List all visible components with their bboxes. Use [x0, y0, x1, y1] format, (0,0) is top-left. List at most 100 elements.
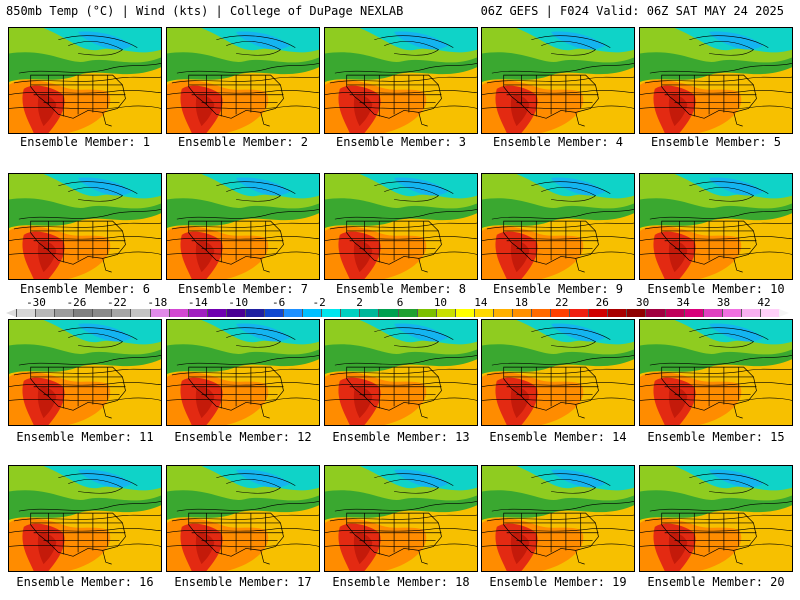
- ensemble-member-label: Ensemble Member: 11: [16, 430, 154, 444]
- colorbar-cell: [492, 309, 513, 317]
- colorbar-cell: [645, 309, 666, 317]
- ensemble-member-label: Ensemble Member: 10: [647, 282, 785, 296]
- colorbar-cell: [683, 309, 704, 317]
- ensemble-member-label: Ensemble Member: 9: [492, 282, 624, 296]
- colorbar-cell: [531, 309, 552, 317]
- colorbar-tick-label: 34: [676, 296, 690, 309]
- colorbar-tick-label: -22: [106, 296, 127, 309]
- colorbar-cell: [206, 309, 227, 317]
- ensemble-member-label: Ensemble Member: 19: [489, 575, 627, 589]
- colorbar-cell: [283, 309, 304, 317]
- colorbar-cell: [473, 309, 494, 317]
- colorbar-tick-label: 38: [716, 296, 731, 309]
- colorbar-cell: [92, 309, 113, 317]
- colorbar-tick-label: 2: [356, 296, 363, 309]
- ensemble-member-map: [639, 173, 793, 280]
- ensemble-member-label: Ensemble Member: 8: [335, 282, 467, 296]
- colorbar-cell: [416, 309, 437, 317]
- colorbar-cell: [721, 309, 742, 317]
- ensemble-member-map: [324, 319, 478, 426]
- colorbar-tick-label: -14: [187, 296, 208, 309]
- ensemble-member-map: [639, 319, 793, 426]
- ensemble-member-map: [166, 173, 320, 280]
- colorbar-cell: [664, 309, 685, 317]
- colorbar-strip: [16, 309, 780, 317]
- ensemble-member-map: [481, 173, 635, 280]
- ensemble-member-label: Ensemble Member: 15: [647, 430, 785, 444]
- colorbar-tick-label: -26: [66, 296, 87, 309]
- ensemble-member-map: [639, 465, 793, 572]
- colorbar-tick-label: 22: [555, 296, 569, 309]
- ensemble-member-label: Ensemble Member: 3: [335, 135, 467, 149]
- ensemble-member-label: Ensemble Member: 5: [650, 135, 782, 149]
- ensemble-member-map: [324, 173, 478, 280]
- colorbar-cell: [263, 309, 284, 317]
- colorbar-tick-label: 30: [636, 296, 650, 309]
- ensemble-member-label: Ensemble Member: 12: [174, 430, 312, 444]
- colorbar-cell: [149, 309, 170, 317]
- ensemble-member-map: [324, 465, 478, 572]
- colorbar-cell: [607, 309, 628, 317]
- colorbar-tick-label: 26: [595, 296, 609, 309]
- colorbar-cell: [511, 309, 532, 317]
- colorbar-cell: [54, 309, 75, 317]
- ensemble-member-label: Ensemble Member: 13: [332, 430, 470, 444]
- colorbar-cell: [187, 309, 208, 317]
- colorbar-cell: [569, 309, 590, 317]
- ensemble-member-map: [8, 173, 162, 280]
- colorbar-tick-label: -30: [26, 296, 46, 309]
- colorbar-cell: [321, 309, 342, 317]
- ensemble-member-label: Ensemble Member: 6: [19, 282, 151, 296]
- ensemble-member-map: [166, 319, 320, 426]
- ensemble-member-label: Ensemble Member: 20: [647, 575, 785, 589]
- colorbar-cell: [168, 309, 189, 317]
- product-title: 850mb Temp (°C) | Wind (kts) | College o…: [6, 4, 404, 18]
- ensemble-member-map: [481, 27, 635, 134]
- ensemble-member-label: Ensemble Member: 16: [16, 575, 154, 589]
- colorbar-tick-label: 10: [433, 296, 448, 309]
- colorbar-tick-label: -18: [147, 296, 168, 309]
- ensemble-member-label: Ensemble Member: 17: [174, 575, 312, 589]
- colorbar-cell: [378, 309, 399, 317]
- colorbar-cell: [244, 309, 265, 317]
- colorbar-tick-label: -2: [312, 296, 326, 309]
- ensemble-member-label: Ensemble Member: 14: [489, 430, 627, 444]
- colorbar-tick-label: 14: [474, 296, 488, 309]
- colorbar-cell: [626, 309, 647, 317]
- ensemble-member-label: Ensemble Member: 2: [177, 135, 309, 149]
- colorbar-cell: [359, 309, 380, 317]
- colorbar-cell: [588, 309, 609, 317]
- header: 850mb Temp (°C) | Wind (kts) | College o…: [0, 0, 800, 22]
- ensemble-member-map: [481, 319, 635, 426]
- colorbar-cell: [130, 309, 151, 317]
- ensemble-member-map: [8, 27, 162, 134]
- ensemble-member-map: [8, 465, 162, 572]
- colorbar-cell: [454, 309, 475, 317]
- colorbar-cell: [225, 309, 246, 317]
- colorbar-tick-label: -10: [228, 296, 249, 309]
- colorbar-cell: [397, 309, 418, 317]
- colorbar-tick-label: -6: [272, 296, 286, 309]
- ensemble-member-label: Ensemble Member: 18: [332, 575, 470, 589]
- colorbar-cell: [702, 309, 723, 317]
- run-valid-time: 06Z GEFS | F024 Valid: 06Z SAT MAY 24 20…: [480, 4, 784, 18]
- ensemble-member-map: [324, 27, 478, 134]
- colorbar-right-arrow: [779, 309, 789, 317]
- temperature-colorbar: -30 -26 -22 -18 -14 -10 -6 -2 2 6 10 14 18 22 26 30 34 38…: [0, 297, 800, 319]
- ensemble-member-label: Ensemble Member: 4: [492, 135, 624, 149]
- ensemble-member-map: [166, 27, 320, 134]
- colorbar-tick-label: 42: [757, 296, 771, 309]
- ensemble-member-label: Ensemble Member: 1: [19, 135, 151, 149]
- ensemble-member-map: [481, 465, 635, 572]
- colorbar-cell: [435, 309, 456, 317]
- colorbar-cell: [302, 309, 323, 317]
- colorbar-cell: [35, 309, 56, 317]
- colorbar-cell: [73, 309, 94, 317]
- colorbar-tick-label: 6: [396, 296, 404, 309]
- ensemble-member-map: [8, 319, 162, 426]
- colorbar-cell: [340, 309, 361, 317]
- colorbar-cell: [111, 309, 132, 317]
- colorbar-tick-label: 18: [514, 296, 528, 309]
- colorbar-cell: [16, 309, 36, 317]
- ensemble-member-label: Ensemble Member: 7: [177, 282, 309, 296]
